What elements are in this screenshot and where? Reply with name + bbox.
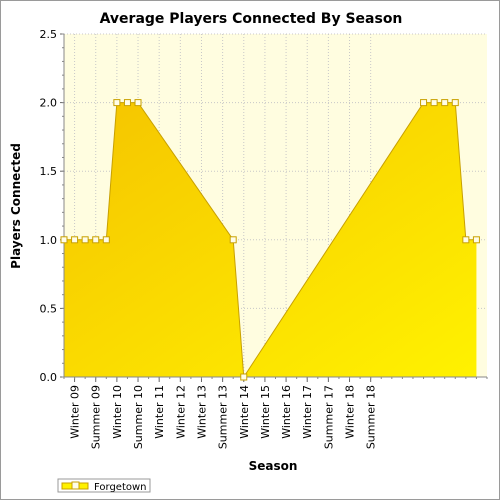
data-point <box>92 236 100 244</box>
x-tick-label: Winter 11 <box>153 385 166 439</box>
x-tick-label: Winter 17 <box>301 385 314 439</box>
legend-label: Forgetown <box>94 482 147 493</box>
data-point <box>451 99 459 107</box>
data-point <box>229 236 237 244</box>
x-axis-title: Season <box>249 459 298 473</box>
series-area <box>64 102 477 377</box>
legend-marker <box>71 481 80 490</box>
x-tick-label: Winter 16 <box>280 385 293 439</box>
x-tick-label: Summer 13 <box>217 385 230 449</box>
y-tick-label: 0.0 <box>40 371 58 384</box>
y-tick-label: 0.5 <box>40 302 58 315</box>
data-point <box>102 236 110 244</box>
markers <box>60 99 480 381</box>
series-line <box>64 102 477 379</box>
legend: Forgetown <box>57 478 151 493</box>
data-point <box>462 236 470 244</box>
x-tick-label: Winter 15 <box>259 385 272 439</box>
data-point <box>134 99 142 107</box>
axes: 0.0 0.5 1.0 1.5 2.0 2.5 Winter 09 Summer 09 Wint… <box>40 28 488 449</box>
data-point <box>81 236 89 244</box>
y-tick-label: 1.0 <box>40 234 58 247</box>
chart-title: Average Players Connected By Season <box>100 11 403 27</box>
x-tick-label: Winter 09 <box>69 385 82 439</box>
y-axis-title: Players Connected <box>9 143 23 269</box>
data-point <box>60 236 68 244</box>
data-point <box>71 236 79 244</box>
data-point <box>430 99 438 107</box>
data-point <box>420 99 428 107</box>
x-tick-label: Winter 13 <box>195 385 208 439</box>
x-tick-label: Summer 17 <box>322 385 335 449</box>
data-point <box>123 99 131 107</box>
data-point <box>240 373 248 381</box>
x-tick-label: Summer 18 <box>365 385 378 449</box>
y-tick-label: 1.5 <box>40 165 58 178</box>
x-tick-label: Summer 09 <box>90 385 103 449</box>
y-tick-label: 2.5 <box>40 28 58 41</box>
x-tick-label: Winter 12 <box>174 385 187 439</box>
x-tick-label: Summer 10 <box>132 385 145 449</box>
data-point <box>441 99 449 107</box>
x-tick-label: Winter 18 <box>344 385 357 439</box>
y-tick-label: 2.0 <box>40 97 58 110</box>
area-layer <box>64 102 477 379</box>
x-tick-label: Winter 14 <box>238 385 251 439</box>
x-tick-label: Winter 10 <box>111 385 124 439</box>
data-point <box>113 99 121 107</box>
data-point <box>472 236 480 244</box>
